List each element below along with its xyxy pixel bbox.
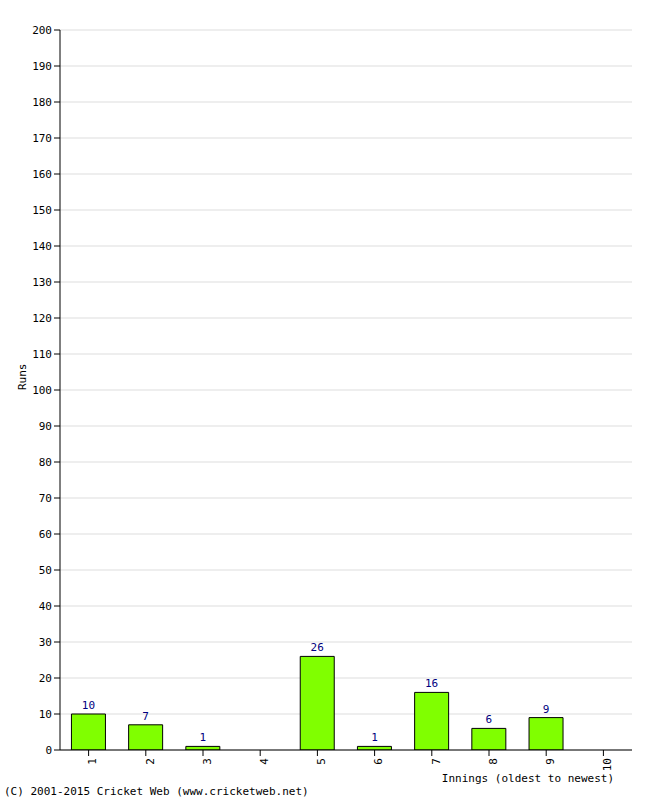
svg-text:1: 1 [371, 731, 378, 744]
svg-text:4: 4 [258, 758, 271, 765]
html-text:(C) 2001-2015 Cricket Web (www: (C) 2001-2015 Cricket Web (www.cricketwe… [4, 785, 309, 798]
svg-text:3: 3 [201, 758, 214, 765]
svg-text:9: 9 [544, 758, 557, 765]
svg-text:80: 80 [39, 456, 52, 469]
svg-text:26: 26 [311, 641, 324, 654]
svg-text:6: 6 [372, 758, 385, 765]
svg-text:110: 110 [32, 348, 52, 361]
svg-text:30: 30 [39, 636, 52, 649]
svg-text:50: 50 [39, 564, 52, 577]
svg-text:140: 140 [32, 240, 52, 253]
svg-text:170: 170 [32, 132, 52, 145]
svg-text:180: 180 [32, 96, 52, 109]
svg-text:10: 10 [601, 758, 614, 771]
svg-text:100: 100 [32, 384, 52, 397]
svg-text:40: 40 [39, 600, 52, 613]
svg-text:10: 10 [39, 708, 52, 721]
svg-text:6: 6 [486, 713, 493, 726]
svg-text:5: 5 [315, 758, 328, 765]
svg-text:Runs: Runs [16, 364, 29, 391]
svg-text:2: 2 [144, 758, 157, 765]
svg-text:130: 130 [32, 276, 52, 289]
svg-text:150: 150 [32, 204, 52, 217]
svg-text:10: 10 [82, 699, 95, 712]
svg-text:7: 7 [430, 758, 443, 765]
svg-text:0: 0 [45, 744, 52, 757]
svg-text:20: 20 [39, 672, 52, 685]
svg-text:7: 7 [142, 710, 149, 723]
svg-text:120: 120 [32, 312, 52, 325]
svg-text:60: 60 [39, 528, 52, 541]
svg-text:90: 90 [39, 420, 52, 433]
svg-text:1: 1 [86, 758, 99, 765]
svg-text:160: 160 [32, 168, 52, 181]
svg-text:190: 190 [32, 60, 52, 73]
svg-text:Innings (oldest to newest): Innings (oldest to newest) [442, 772, 614, 785]
svg-text:200: 200 [32, 24, 52, 37]
svg-text:16: 16 [425, 677, 438, 690]
svg-text:1: 1 [200, 731, 207, 744]
svg-text:70: 70 [39, 492, 52, 505]
svg-text:9: 9 [543, 703, 550, 716]
svg-text:8: 8 [487, 758, 500, 765]
